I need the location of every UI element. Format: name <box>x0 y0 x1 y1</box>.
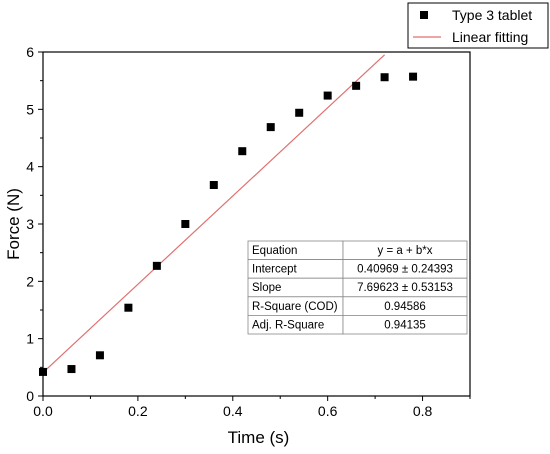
y-tick-label: 4 <box>26 159 34 175</box>
x-tick-label: 0.6 <box>318 403 338 419</box>
data-point <box>295 108 304 117</box>
x-tick-label: 0.8 <box>413 403 433 419</box>
legend-marker-scatter <box>420 11 428 19</box>
y-tick-label: 2 <box>26 273 34 289</box>
stats-value: y = a + b*x <box>378 245 433 257</box>
y-tick-label: 5 <box>26 101 34 117</box>
data-point <box>67 365 76 374</box>
data-point <box>181 220 190 228</box>
x-tick-label: 0.2 <box>128 403 148 419</box>
stats-value: 0.94135 <box>384 319 426 331</box>
chart-marks <box>39 54 418 376</box>
fit-stats-table: Equation y = a + b*x Intercept 0.40969 ± 0.… <box>247 240 468 335</box>
legend: Type 3 tablet Linear fitting <box>407 2 549 49</box>
data-point <box>39 367 47 376</box>
legend-label: Linear fitting <box>452 29 528 45</box>
data-point <box>323 91 332 100</box>
stats-value: 0.40969 ± 0.24393 <box>357 264 453 276</box>
data-point <box>209 181 218 190</box>
legend-label: Type 3 tablet <box>452 7 532 23</box>
stats-value: 7.69623 ± 0.53153 <box>357 282 453 294</box>
data-point <box>95 351 104 360</box>
y-tick-label: 0 <box>26 388 34 404</box>
y-tick-label: 3 <box>26 216 34 232</box>
legend-box <box>407 2 549 49</box>
data-point <box>266 123 275 132</box>
data-point <box>238 147 247 156</box>
y-tick-label: 6 <box>26 44 34 60</box>
fit-line <box>42 54 386 373</box>
stats-label: Adj. R-Square <box>252 319 324 331</box>
data-point <box>152 261 161 270</box>
data-point <box>124 303 133 312</box>
x-tick-label: 0.4 <box>223 403 243 419</box>
axes: 0.0 0.2 0.4 0.6 0.8 0 1 2 3 4 5 6 Time (s) Force (N) <box>4 44 471 447</box>
stats-cell <box>342 314 468 335</box>
stats-label: R-Square (COD) <box>252 301 338 313</box>
data-point <box>409 72 418 81</box>
x-tick-label: 0.0 <box>33 403 53 419</box>
stats-label: Intercept <box>252 264 298 276</box>
y-tick-label: 1 <box>26 331 34 347</box>
stats-label: Slope <box>252 282 281 294</box>
stats-label: Equation <box>252 245 297 257</box>
y-axis-title: Force (N) <box>4 188 23 260</box>
x-axis-title: Time (s) <box>228 428 290 447</box>
plot-frame <box>42 51 471 397</box>
stats-value: 0.94586 <box>384 301 426 313</box>
data-point <box>380 73 389 82</box>
data-point <box>352 81 361 90</box>
